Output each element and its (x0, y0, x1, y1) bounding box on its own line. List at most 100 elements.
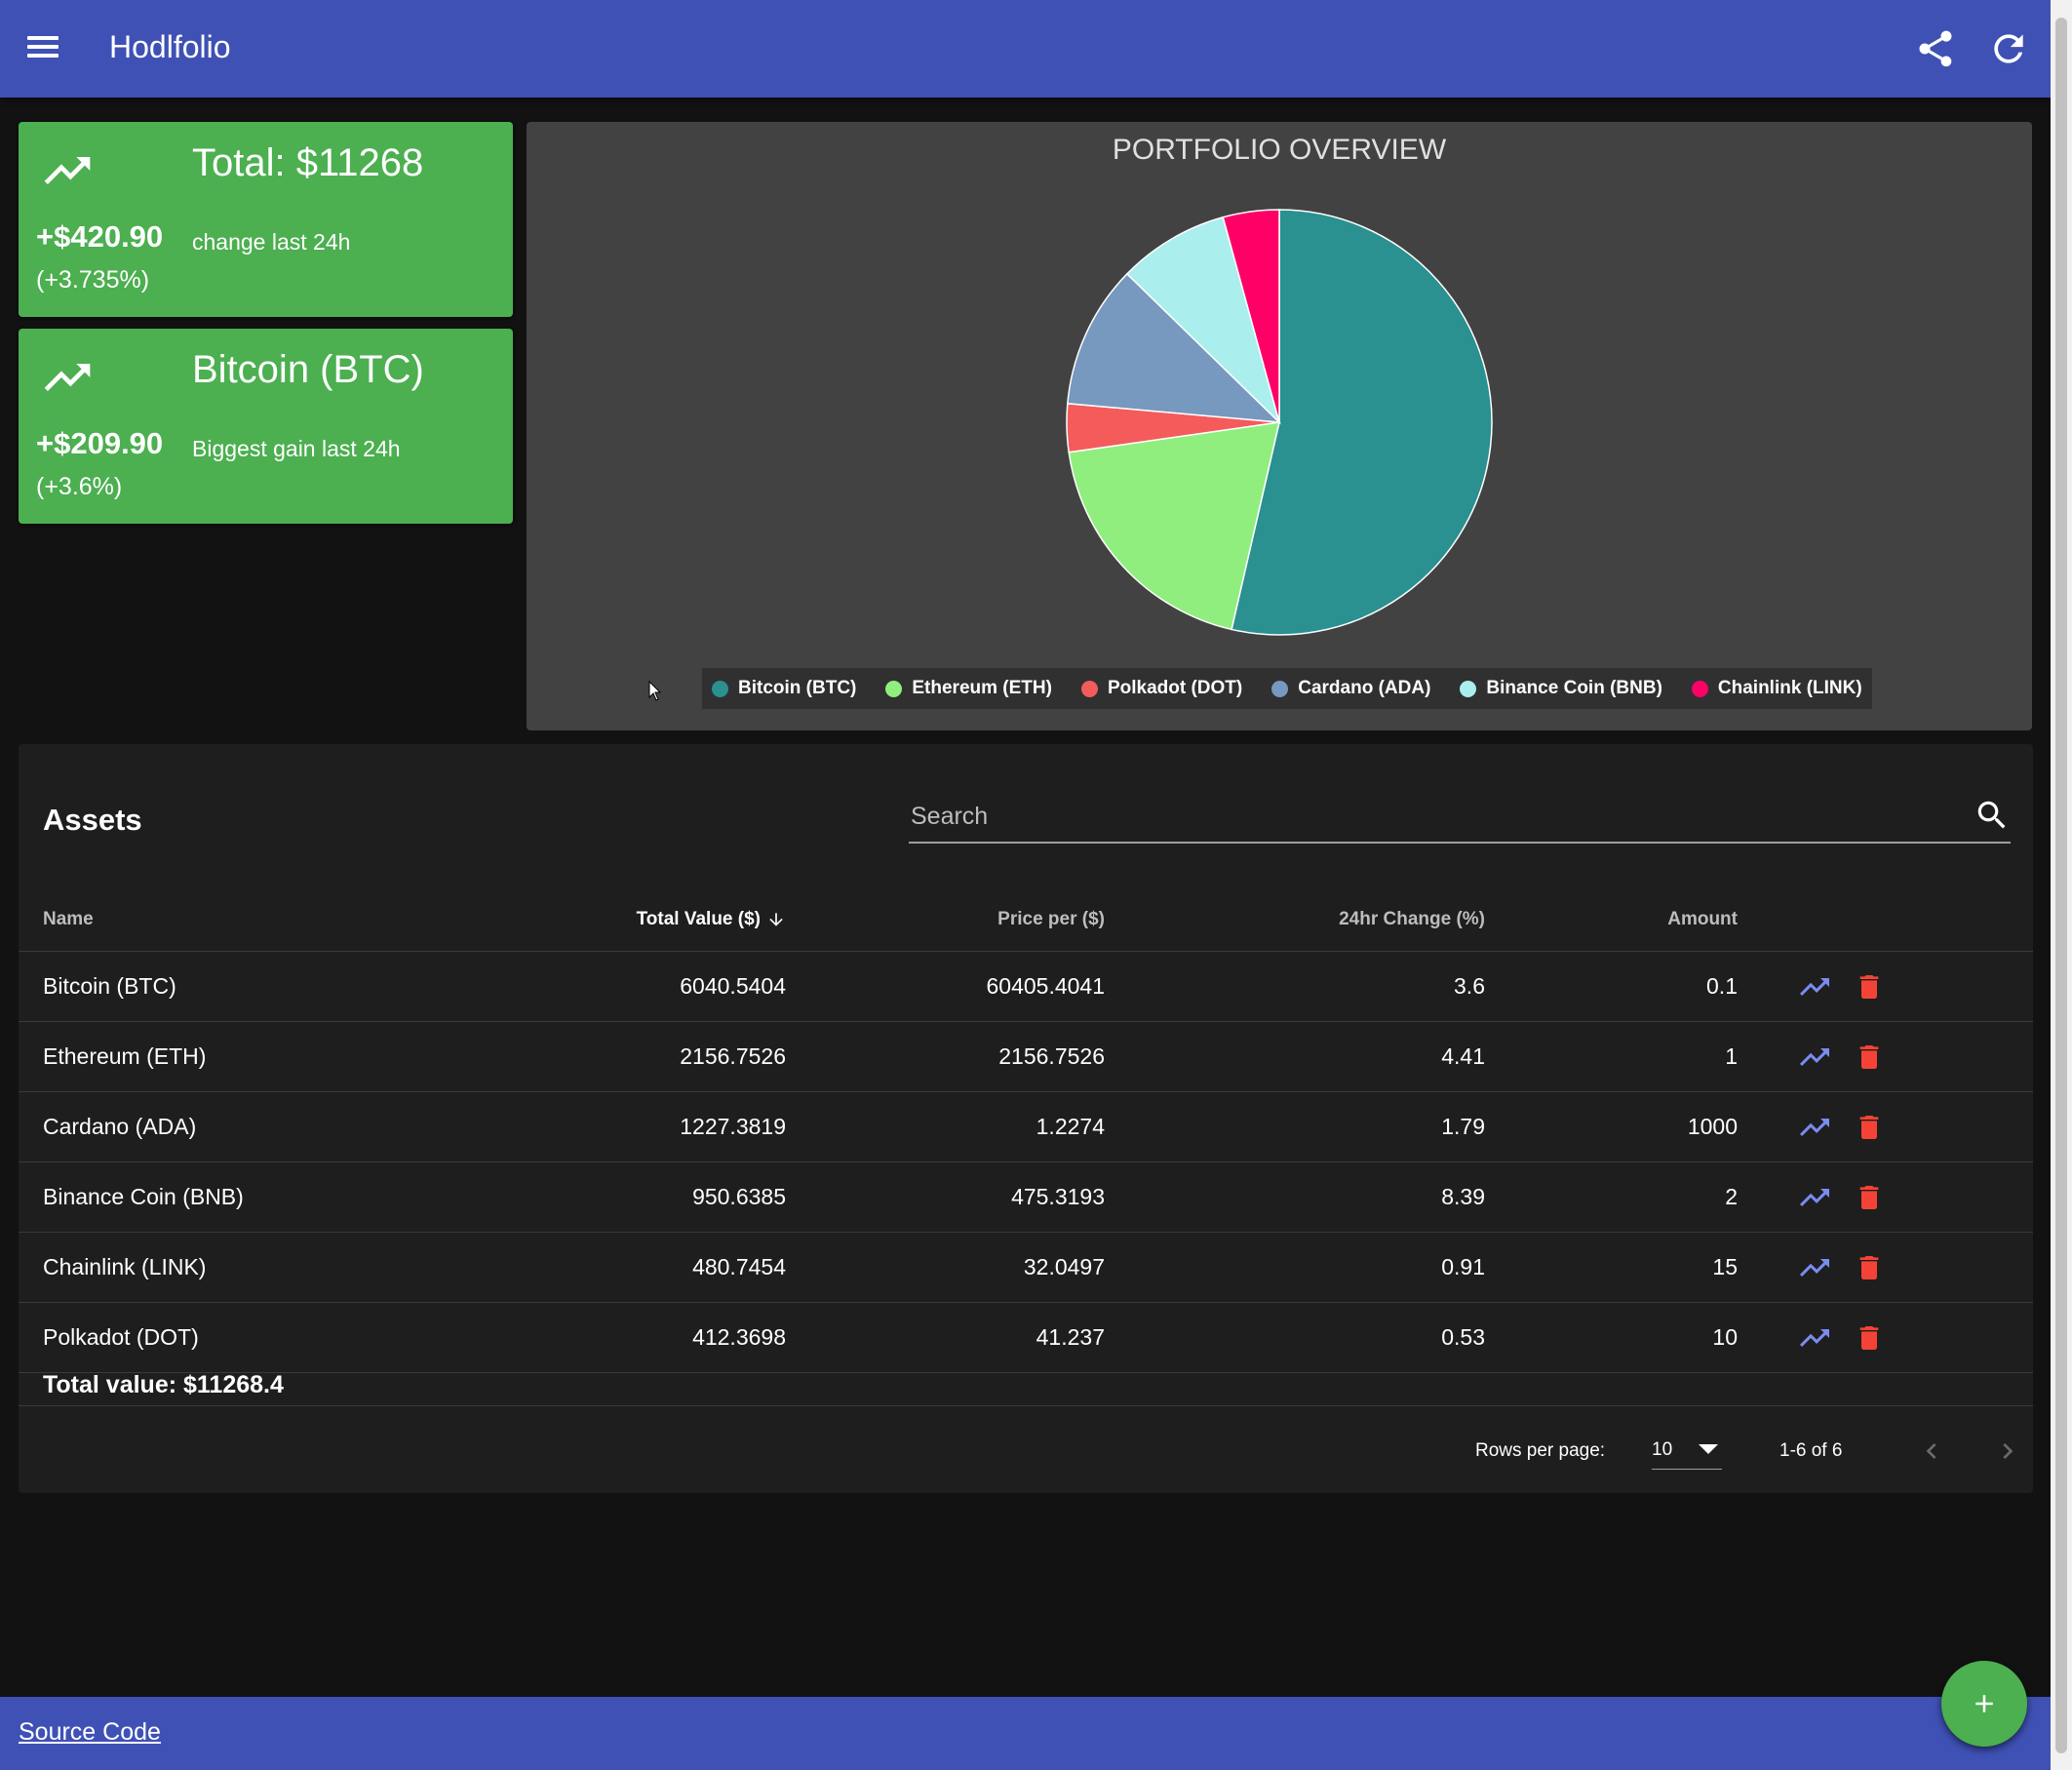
table-row: Chainlink (LINK) 480.7454 32.0497 0.91 15 (19, 1232, 2033, 1303)
table-row: Cardano (ADA) 1227.3819 1.2274 1.79 1000 (19, 1091, 2033, 1162)
previous-page-icon[interactable] (1916, 1436, 1947, 1467)
total-value: Total value: $11268.4 (43, 1371, 284, 1398)
legend-item[interactable]: Chainlink (LINK) (1691, 678, 1862, 699)
asset-amount: 15 (1486, 1232, 1739, 1303)
chart-trend-icon[interactable] (1797, 1180, 1832, 1215)
asset-total-value: 1227.3819 (453, 1091, 787, 1162)
search-icon[interactable] (1974, 797, 2011, 834)
chart-title: PORTFOLIO OVERVIEW (1112, 134, 1447, 166)
chart-trend-icon[interactable] (1797, 1040, 1832, 1075)
delete-icon[interactable] (1854, 1251, 1885, 1284)
portfolio-chart-panel: PORTFOLIO OVERVIEW Bitcoin (BTC) Ethereum… (527, 122, 2032, 730)
legend-label: Polkadot (DOT) (1107, 678, 1243, 698)
chart-trend-icon[interactable] (1797, 1110, 1832, 1145)
delete-icon[interactable] (1854, 970, 1885, 1003)
asset-total-value: 950.6385 (453, 1161, 787, 1233)
chart-trend-icon[interactable] (1797, 1320, 1832, 1356)
row-actions (1739, 951, 2033, 1022)
trending-up-icon (44, 157, 91, 184)
asset-amount: 1 (1486, 1021, 1739, 1092)
legend-item[interactable]: Polkadot (DOT) (1080, 678, 1243, 699)
next-page-icon[interactable] (1992, 1436, 2023, 1467)
legend-swatch (1691, 680, 1708, 697)
delete-icon[interactable] (1854, 1181, 1885, 1214)
scrollbar-thumb[interactable] (2055, 18, 2067, 1753)
app-title: Hodlfolio (109, 29, 231, 64)
col-header-actions (1739, 888, 2033, 952)
assets-table: Name Total Value ($) Price per ($) 24hr … (19, 888, 2033, 1373)
portfolio-pie-chart (1066, 209, 1493, 636)
add-asset-button[interactable] (1941, 1661, 2027, 1747)
asset-total-value: 2156.7526 (453, 1021, 787, 1092)
table-row: Polkadot (DOT) 412.3698 41.237 0.53 10 (19, 1302, 2033, 1373)
rows-per-page-select[interactable]: 10 (1652, 1432, 1722, 1470)
row-actions (1739, 1161, 2033, 1233)
rows-per-page-label: Rows per page: (1475, 1440, 1606, 1461)
legend-swatch (885, 680, 903, 697)
chart-legend: Bitcoin (BTC) Ethereum (ETH) Polkadot (DOT… (702, 668, 1872, 709)
asset-24h-change: 3.6 (1106, 951, 1486, 1022)
asset-price: 32.0497 (787, 1232, 1106, 1303)
chart-trend-icon[interactable] (1797, 969, 1832, 1004)
plus-icon (1975, 1695, 1993, 1712)
pie-slice-cardano-ada[interactable] (1067, 272, 1282, 423)
legend-label: Bitcoin (BTC) (738, 678, 857, 698)
col-header-name[interactable]: Name (19, 888, 453, 952)
refresh-icon[interactable] (1987, 27, 2030, 70)
col-header-total-value[interactable]: Total Value ($) (453, 888, 787, 952)
row-actions (1739, 1302, 2033, 1373)
asset-amount: 2 (1486, 1161, 1739, 1233)
legend-label: Ethereum (ETH) (912, 678, 1052, 698)
gainer-change-amount: +$209.90 (36, 426, 164, 460)
footer: Source Code (0, 1697, 2051, 1770)
asset-name: Cardano (ADA) (19, 1091, 453, 1162)
delete-icon[interactable] (1854, 1321, 1885, 1355)
pie-slice-bitcoin-btc[interactable] (1231, 209, 1493, 636)
pie-slice-chainlink-link[interactable] (1222, 209, 1280, 423)
asset-24h-change: 1.79 (1106, 1091, 1486, 1162)
app-bar: Hodlfolio (0, 0, 2051, 98)
col-header-price[interactable]: Price per ($) (787, 888, 1106, 952)
asset-name: Polkadot (DOT) (19, 1302, 453, 1373)
legend-item[interactable]: Binance Coin (BNB) (1460, 678, 1662, 699)
asset-amount: 0.1 (1486, 951, 1739, 1022)
trending-up-icon (44, 364, 91, 391)
page-scrollbar[interactable] (2051, 0, 2072, 1770)
table-row: Ethereum (ETH) 2156.7526 2156.7526 4.41 1 (19, 1021, 2033, 1092)
pie-slice-ethereum-eth[interactable] (1068, 421, 1280, 631)
assets-heading: Assets (43, 803, 142, 837)
pagination: Rows per page: 10 1-6 of 6 (19, 1405, 2033, 1494)
table-row: Binance Coin (BNB) 950.6385 475.3193 8.39 2 (19, 1161, 2033, 1233)
col-header-amount[interactable]: Amount (1486, 888, 1739, 952)
delete-icon[interactable] (1854, 1111, 1885, 1144)
legend-swatch (1460, 680, 1477, 697)
asset-24h-change: 4.41 (1106, 1021, 1486, 1092)
share-icon[interactable] (1914, 27, 1957, 70)
biggest-gainer-name: Bitcoin (BTC) (192, 348, 424, 391)
asset-total-value: 6040.5404 (453, 951, 787, 1022)
mouse-cursor-icon (648, 681, 662, 701)
source-code-link[interactable]: Source Code (19, 1718, 161, 1746)
assets-panel: Assets Name Total Value ($) Price per ($… (19, 744, 2033, 1493)
asset-name: Binance Coin (BNB) (19, 1161, 453, 1233)
legend-swatch (1080, 680, 1098, 697)
asset-total-value: 480.7454 (453, 1232, 787, 1303)
pie-slice-binance-coin-bnb[interactable] (1125, 216, 1281, 425)
table-row: Bitcoin (BTC) 6040.5404 60405.4041 3.6 0.1 (19, 951, 2033, 1022)
col-header-change[interactable]: 24hr Change (%) (1106, 888, 1486, 952)
sort-descending-icon[interactable] (766, 910, 786, 929)
search-input[interactable] (909, 797, 1946, 836)
legend-item[interactable]: Cardano (ADA) (1271, 678, 1430, 699)
total-change-caption: change last 24h (192, 229, 351, 255)
delete-icon[interactable] (1854, 1041, 1885, 1074)
chart-trend-icon[interactable] (1797, 1250, 1832, 1285)
row-actions (1739, 1232, 2033, 1303)
total-summary-card: Total: $11268 +$420.90 (+3.735%) change … (19, 122, 513, 317)
legend-swatch (712, 680, 728, 697)
legend-swatch (1271, 680, 1289, 697)
legend-item[interactable]: Bitcoin (BTC) (712, 678, 856, 699)
row-actions (1739, 1021, 2033, 1092)
menu-icon[interactable] (23, 31, 62, 66)
legend-item[interactable]: Ethereum (ETH) (885, 678, 1052, 699)
legend-label: Chainlink (LINK) (1717, 678, 1862, 698)
